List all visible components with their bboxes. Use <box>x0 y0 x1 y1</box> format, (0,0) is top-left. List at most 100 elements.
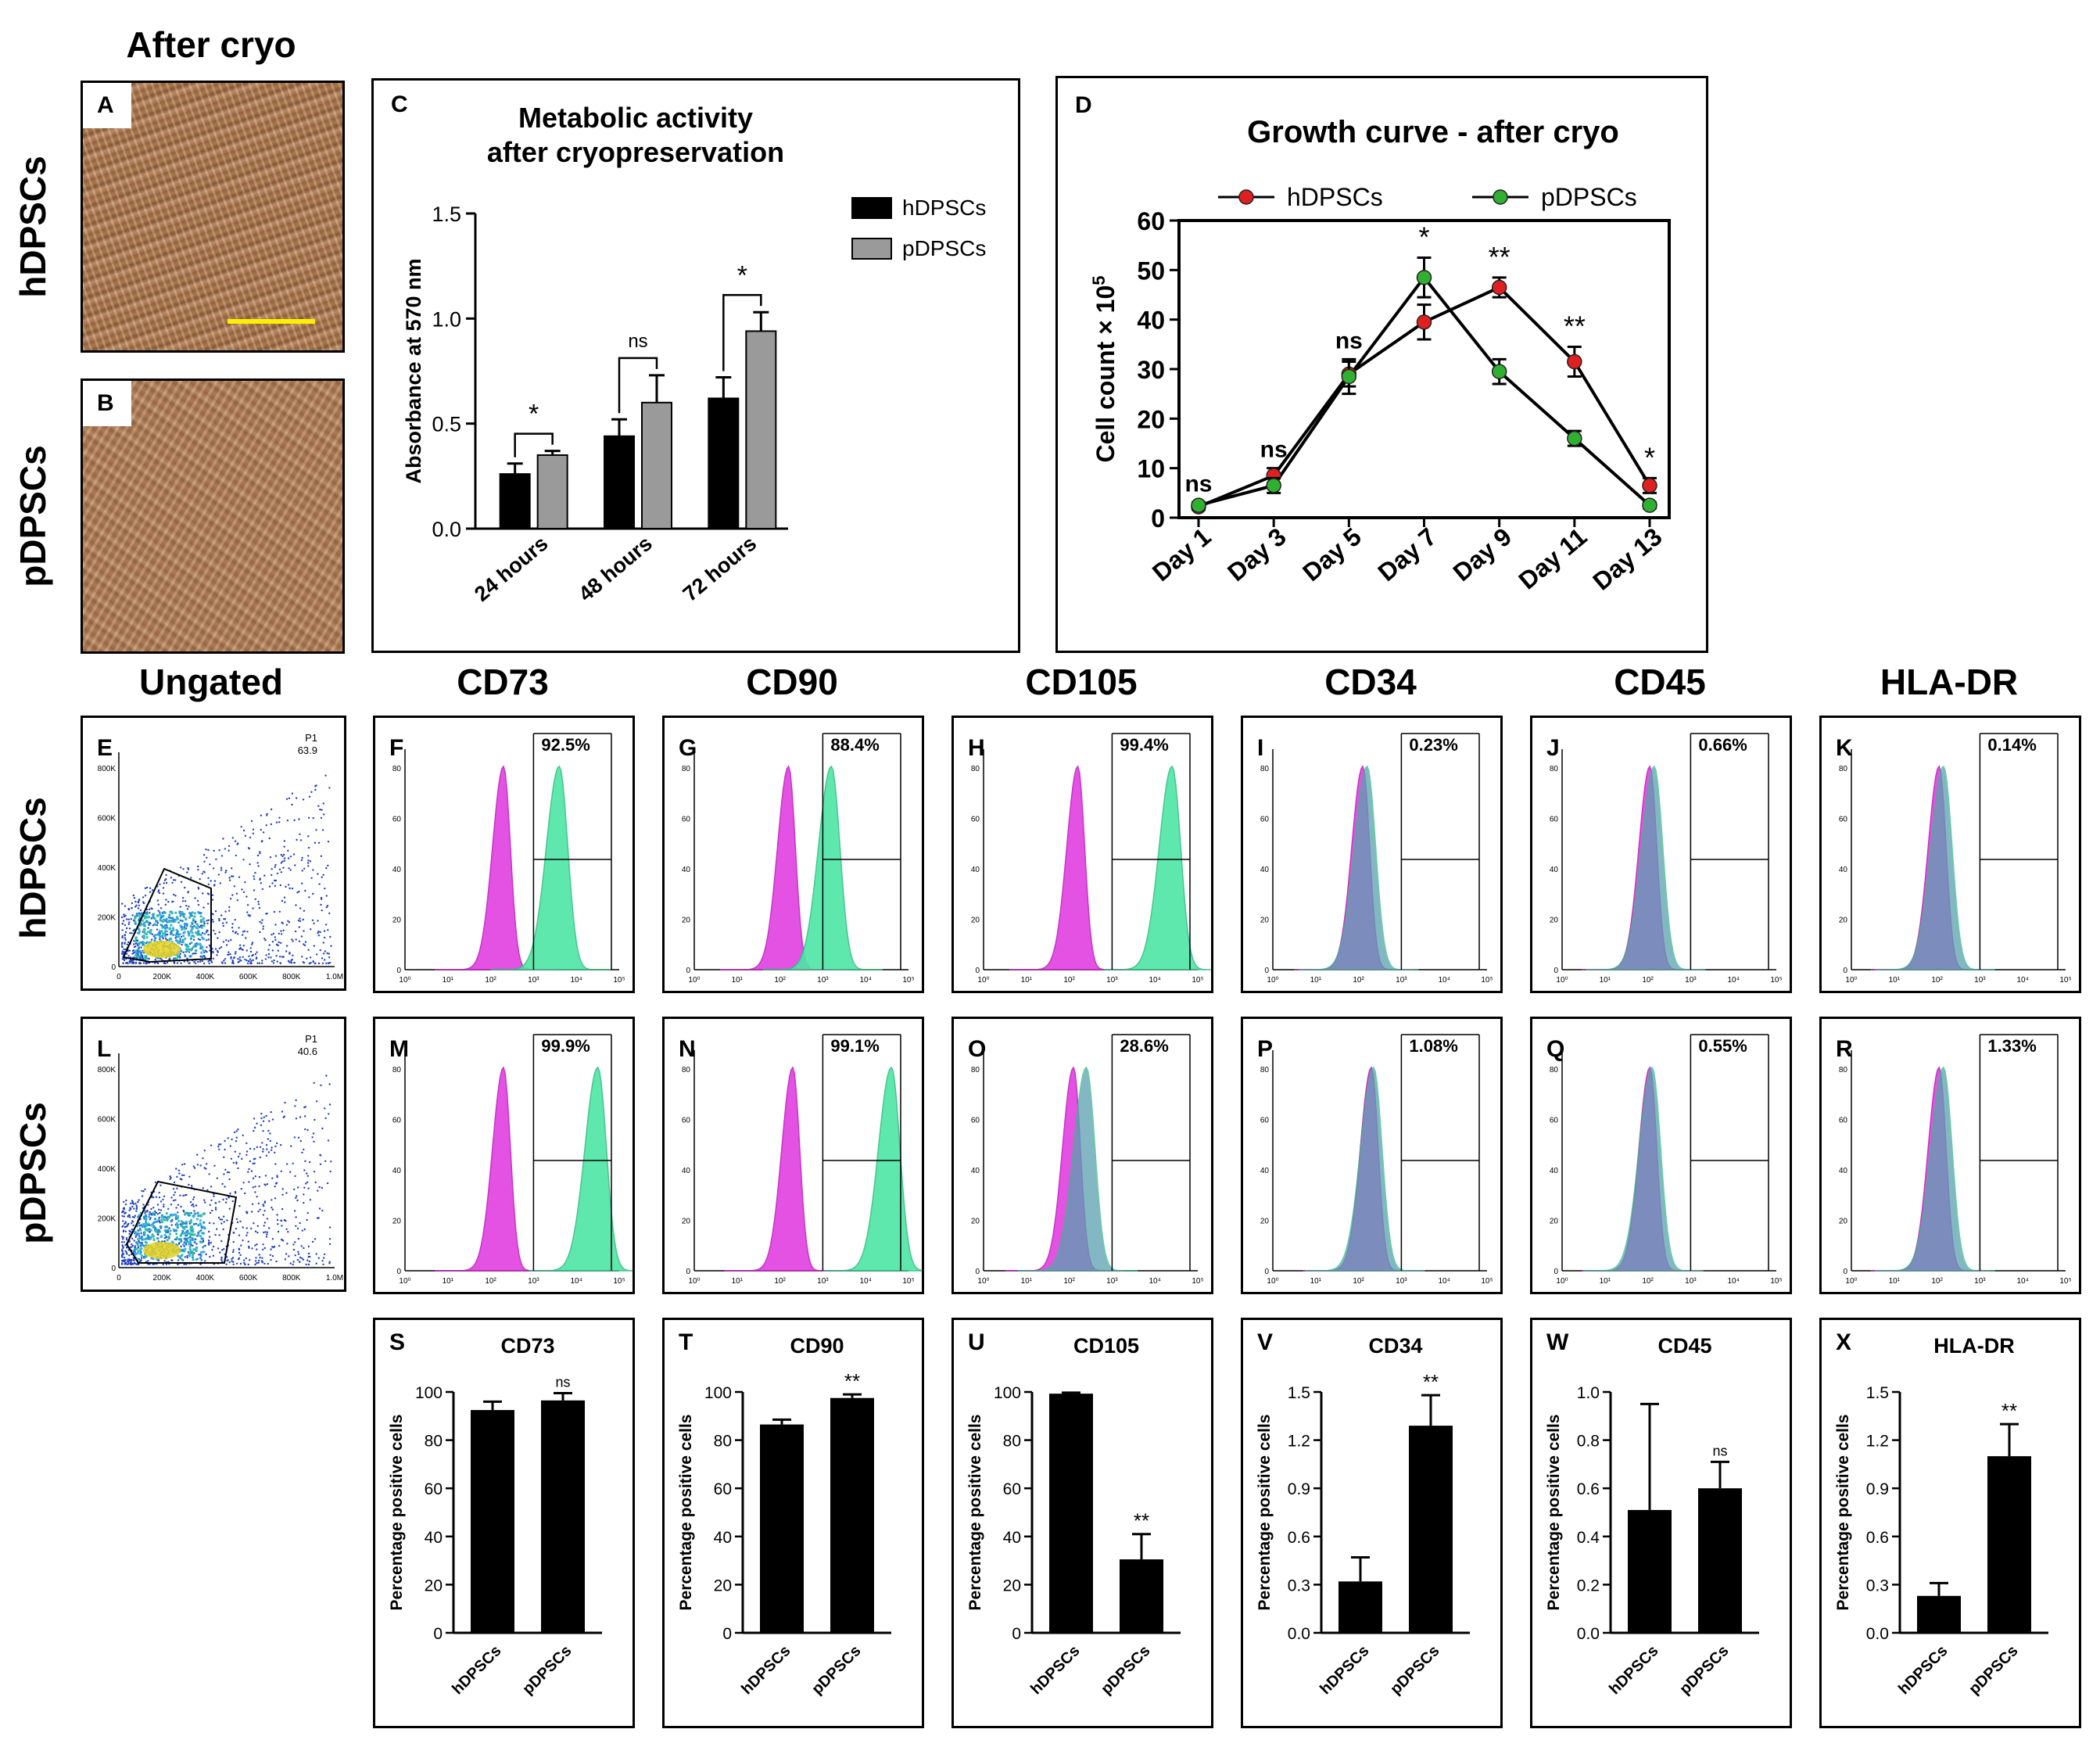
x-tick-label: 10⁴ <box>570 976 582 985</box>
y-tick-label: 0.0 <box>432 518 461 541</box>
event-dot <box>217 951 219 953</box>
dense-event-dot <box>143 1231 146 1234</box>
event-dot <box>229 1193 231 1195</box>
event-dot <box>310 791 313 793</box>
bar-hdpscs <box>1628 1509 1672 1633</box>
dense-event-dot <box>184 1237 187 1240</box>
event-dot <box>137 900 139 903</box>
event-dot <box>165 1263 168 1265</box>
event-dot <box>170 1204 173 1206</box>
event-dot <box>301 1151 303 1154</box>
histogram-panel-m: M 10⁰ 10¹ 10² 10³ 10⁴ 10⁵ 80 60 40 20 0 99.9% <box>373 1017 650 1294</box>
panel-letter-w: W <box>1546 1329 1569 1355</box>
event-dot <box>294 1254 296 1257</box>
dense-event-dot <box>153 917 156 920</box>
dense-event-dot <box>143 930 146 933</box>
dense-event-dot <box>183 1232 186 1235</box>
event-dot <box>192 1244 194 1247</box>
event-dot <box>124 934 126 936</box>
x-tick-label: 10⁴ <box>859 976 871 985</box>
event-dot <box>132 961 135 963</box>
dense-event-dot <box>200 1225 203 1229</box>
event-dot <box>287 960 290 963</box>
x-tick-label: 10¹ <box>732 1277 744 1286</box>
bar-hdpscs <box>471 1410 514 1633</box>
x-tick-label: 800K <box>282 973 301 981</box>
event-dot <box>197 938 200 940</box>
event-dot <box>318 1207 321 1210</box>
event-dot <box>208 944 211 947</box>
event-dot <box>247 847 250 849</box>
event-dot <box>224 848 226 850</box>
event-dot <box>238 959 242 961</box>
dense-event-dot <box>200 1237 203 1240</box>
legend-swatch-pdpscs <box>851 238 892 260</box>
x-tick-label: 10⁴ <box>1727 1277 1739 1286</box>
event-dot <box>276 1218 279 1221</box>
event-dot <box>283 859 285 862</box>
dense-event-dot <box>178 956 181 959</box>
event-dot <box>271 868 273 870</box>
event-dot <box>325 895 328 897</box>
event-dot <box>312 960 314 963</box>
event-dot <box>287 849 289 852</box>
significance-label: ns <box>1260 437 1288 463</box>
density-hotspot <box>143 1242 181 1259</box>
dense-event-dot <box>184 937 187 940</box>
event-dot <box>154 958 156 961</box>
event-dot <box>125 1237 128 1239</box>
bar-pdpscs <box>536 454 568 530</box>
event-dot <box>177 1169 181 1171</box>
event-dot <box>232 875 235 877</box>
histogram-panel-h: H 10⁰ 10¹ 10² 10³ 10⁴ 10⁵ 80 60 40 20 0 99.4% <box>951 716 1224 993</box>
x-tick-label: 10⁴ <box>1438 1277 1450 1286</box>
event-dot <box>302 918 304 921</box>
event-dot <box>220 1143 222 1146</box>
event-dot <box>226 1256 228 1258</box>
event-dot <box>294 1175 296 1178</box>
event-dot <box>254 872 256 874</box>
event-dot <box>270 808 273 811</box>
control-histogram <box>1009 765 1130 970</box>
event-dot <box>263 1247 266 1250</box>
event-dot <box>159 907 163 909</box>
event-dot <box>184 886 186 889</box>
bar-pdpscs <box>641 401 672 529</box>
event-dot <box>258 1259 260 1262</box>
event-dot <box>244 834 247 837</box>
x-tick-label: 10³ <box>1396 1277 1407 1286</box>
event-dot <box>324 1107 326 1110</box>
event-dot <box>237 1155 240 1158</box>
event-dot <box>307 1256 310 1258</box>
bar-pdpscs <box>830 1397 874 1633</box>
event-dot <box>188 1175 191 1178</box>
significance-label: * <box>529 400 539 429</box>
x-tick-label: Day 13 <box>1587 522 1667 596</box>
event-dot <box>144 1211 146 1214</box>
event-dot <box>208 1236 211 1238</box>
dense-event-dot <box>187 934 191 937</box>
dense-event-dot <box>181 920 184 923</box>
event-dot <box>174 879 177 881</box>
event-dot <box>192 938 195 941</box>
event-dot <box>280 1144 282 1146</box>
event-dot <box>179 938 181 940</box>
event-dot <box>123 951 125 953</box>
dense-event-dot <box>194 942 197 946</box>
event-dot <box>278 868 281 870</box>
x-tick-label: hDPSCs <box>1895 1642 1951 1698</box>
event-dot <box>286 1163 288 1165</box>
dense-event-dot <box>185 1225 188 1229</box>
event-dot <box>240 1244 242 1247</box>
event-dot <box>266 1233 268 1236</box>
event-dot <box>313 1140 315 1143</box>
event-dot <box>262 1120 265 1122</box>
event-dot <box>232 1232 235 1234</box>
event-dot <box>231 1138 233 1141</box>
data-point-hdpscs <box>1642 478 1657 493</box>
event-dot <box>284 1258 287 1261</box>
event-dot <box>309 1160 311 1164</box>
event-dot <box>299 1221 301 1225</box>
